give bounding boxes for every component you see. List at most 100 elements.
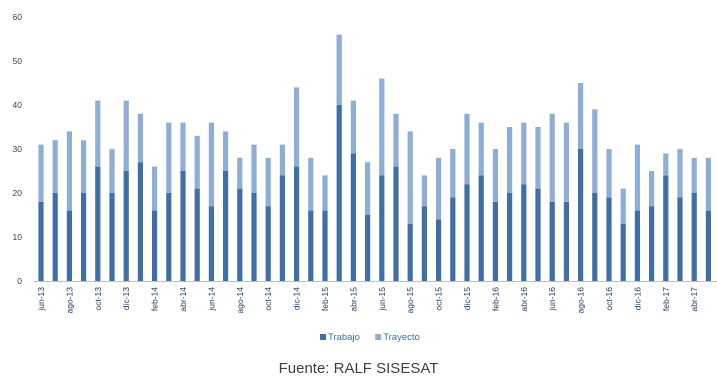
x-tick-label: oct-15 [434,287,444,311]
bar-trayecto-abr-16 [521,122,527,185]
y-tick-label: 10 [13,232,23,242]
bar-trayecto-may-16 [535,127,541,189]
bar-trabajo-ago-15 [407,223,413,281]
bar-trayecto-ene-15 [308,157,314,211]
x-tick-label: dic-16 [632,287,642,310]
x-tick-label: dic-13 [121,287,131,310]
y-tick-label: 0 [17,276,22,286]
legend-swatch-trayecto [375,334,382,340]
bar-trabajo-mar-17 [677,197,683,281]
bar-trabajo-dic-14 [294,166,300,281]
bar-trayecto-nov-15 [450,149,456,198]
bar-trabajo-abr-16 [521,184,527,281]
bar-trabajo-feb-16 [492,201,498,281]
x-tick-label: abr-14 [178,287,188,312]
bar-trabajo-nov-14 [279,175,285,281]
x-tick-label: ago-13 [64,287,74,314]
bar-trayecto-mar-14 [166,122,172,193]
x-tick-label: feb-16 [490,287,500,311]
y-tick-label: 60 [13,12,23,22]
bar-trabajo-ago-14 [237,188,243,281]
bar-trayecto-abr-14 [180,122,186,171]
x-tick-label: jun-14 [206,287,216,312]
bar-trayecto-dic-15 [464,113,470,185]
bars [38,34,711,281]
x-tick-label: ago-15 [405,287,415,314]
bar-trayecto-feb-14 [152,166,158,211]
x-tick-label: oct-13 [93,287,103,311]
y-tick-label: 30 [13,144,23,154]
bar-trayecto-sep-14 [251,144,257,193]
bar-trabajo-dic-15 [464,184,470,281]
bar-trayecto-dic-14 [294,87,300,167]
bar-trabajo-oct-15 [436,219,442,281]
bar-trabajo-ene-17 [649,206,655,281]
bar-trabajo-jun-16 [549,201,555,281]
x-tick-label: jun-13 [36,287,46,312]
bar-trayecto-jul-15 [393,113,399,167]
bar-trabajo-ene-15 [308,210,314,281]
legend-label-trabajo: Trabajo [328,332,360,343]
x-tick-label: oct-14 [263,287,273,311]
bar-trayecto-jul-16 [563,122,569,202]
bar-trabajo-ene-16 [478,175,484,281]
bar-trabajo-feb-15 [322,210,328,281]
bar-trabajo-jun-13 [38,201,44,281]
bar-trayecto-oct-13 [95,100,101,167]
y-tick-label: 50 [13,56,23,66]
bar-trabajo-mar-14 [166,193,172,281]
legend: Trabajo Trayecto [320,332,420,343]
bar-trabajo-jun-15 [379,175,385,281]
x-tick-label: abr-16 [519,287,529,312]
x-tick-label: oct-16 [604,287,614,311]
bar-trabajo-sep-14 [251,193,257,281]
bar-trayecto-ago-14 [237,157,243,189]
bar-trayecto-nov-16 [620,188,626,224]
bar-trayecto-sep-15 [421,175,427,207]
bar-trabajo-ago-13 [66,210,72,281]
bar-trayecto-may-15 [365,162,371,215]
y-tick-label: 40 [13,100,23,110]
y-axis-labels: 0 10 20 30 40 50 60 [13,12,23,286]
x-tick-label: abr-17 [689,287,699,312]
x-tick-label: jun-16 [547,287,557,312]
bar-trabajo-may-14 [194,188,200,281]
bar-trayecto-jul-14 [223,131,229,171]
bar-trabajo-feb-14 [152,210,158,281]
bar-trabajo-abr-14 [180,171,186,281]
bar-trabajo-ene-14 [137,162,143,281]
bar-trabajo-may-17 [705,210,711,281]
legend-swatch-trabajo [320,334,326,340]
bar-trayecto-oct-14 [265,157,271,207]
bar-trabajo-sep-13 [81,193,87,281]
bar-trabajo-may-16 [535,188,541,281]
bar-trayecto-jun-16 [549,113,555,202]
x-tick-label: jun-15 [377,287,387,312]
bar-trabajo-feb-17 [663,175,669,281]
bar-trabajo-jul-15 [393,166,399,281]
x-axis-labels: jun-13 ago-13 oct-13 dic-13 feb-14 abr-14 jun-… [36,287,699,314]
x-tick-label: feb-14 [150,287,160,311]
bar-trabajo-dic-16 [634,210,640,281]
bar-trayecto-dic-13 [123,100,129,171]
bar-trabajo-nov-15 [450,197,456,281]
bar-trayecto-ago-13 [66,131,72,211]
bar-trabajo-oct-16 [606,197,612,281]
bar-trayecto-jun-14 [208,122,214,207]
source-note: Fuente: RALF SISESAT [278,360,439,377]
bar-trayecto-jul-13 [52,140,58,193]
bar-trayecto-ene-14 [137,113,143,163]
x-tick-label: dic-15 [462,287,472,310]
bar-trayecto-oct-15 [436,157,442,220]
bar-trabajo-mar-16 [507,193,513,281]
bar-trayecto-feb-16 [492,149,498,202]
bar-trayecto-dic-16 [634,144,640,211]
bar-trayecto-may-17 [705,157,711,211]
bar-trabajo-mar-15 [336,105,342,281]
bar-trabajo-ago-16 [578,149,584,281]
bar-trabajo-jul-13 [52,193,58,281]
x-tick-label: ago-16 [576,287,586,314]
bar-trayecto-mar-15 [336,34,342,105]
